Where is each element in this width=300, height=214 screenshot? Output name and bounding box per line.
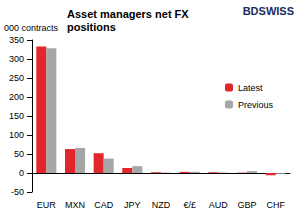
svg-text:100: 100 [9,130,24,140]
svg-text:EUR: EUR [37,200,57,210]
svg-text:positions: positions [67,21,116,33]
svg-text:300: 300 [9,54,24,64]
svg-text:AUD: AUD [209,200,229,210]
svg-text:0: 0 [19,168,24,178]
svg-text:Latest: Latest [238,83,263,93]
svg-text:Asset managers net FX: Asset managers net FX [67,8,192,20]
svg-text:50: 50 [14,149,24,159]
svg-text:200: 200 [9,92,24,102]
svg-text:JPY: JPY [124,200,141,210]
svg-text:250: 250 [9,73,24,83]
svg-text:GBP: GBP [237,200,256,210]
svg-text:BDSWISS: BDSWISS [243,5,294,17]
svg-text:Previous: Previous [238,100,274,110]
svg-text:MXN: MXN [65,200,85,210]
svg-text:CAD: CAD [94,200,114,210]
svg-text:CHF: CHF [266,200,285,210]
svg-text:-50: -50 [11,187,24,197]
svg-text:NZD: NZD [152,200,171,210]
svg-text:150: 150 [9,111,24,121]
svg-text:€/£: €/£ [183,200,196,210]
svg-text:350: 350 [9,35,24,45]
svg-text:000 contracts: 000 contracts [4,23,59,33]
